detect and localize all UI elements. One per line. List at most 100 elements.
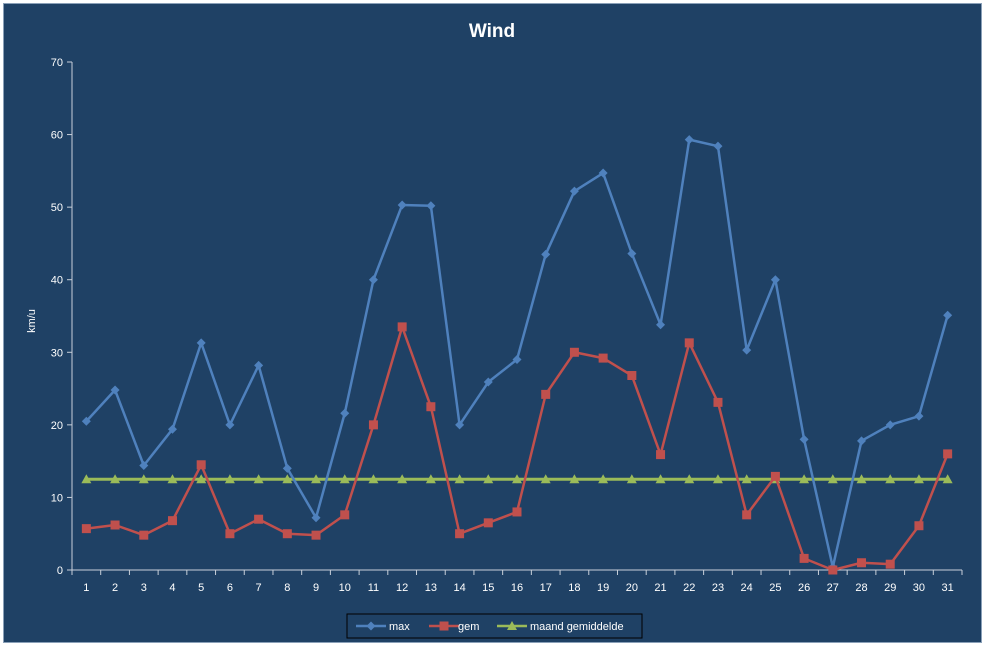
data-point-max — [368, 275, 378, 285]
data-point-maand-gemiddelde — [110, 474, 121, 484]
data-point-gem — [828, 565, 838, 575]
data-point-maand-gemiddelde — [712, 474, 723, 484]
data-point-maand-gemiddelde — [483, 474, 494, 484]
data-point-maand-gemiddelde — [885, 474, 896, 484]
data-point-gem — [943, 449, 953, 459]
data-point-gem — [799, 553, 809, 563]
data-point-max — [799, 434, 809, 444]
x-tick-label: 5 — [198, 582, 204, 594]
y-tick-label: 40 — [51, 275, 63, 287]
x-tick-label: 24 — [741, 582, 753, 594]
x-tick-label: 23 — [712, 582, 724, 594]
data-point-maand-gemiddelde — [167, 474, 178, 484]
data-point-gem — [340, 510, 350, 520]
x-tick-label: 21 — [654, 582, 666, 594]
data-point-gem — [598, 353, 608, 363]
data-point-maand-gemiddelde — [425, 474, 436, 484]
data-point-max — [110, 385, 120, 395]
data-point-max — [857, 436, 867, 446]
data-point-gem — [368, 420, 378, 430]
data-point-maand-gemiddelde — [741, 474, 752, 484]
data-point-maand-gemiddelde — [827, 474, 838, 484]
data-point-gem — [426, 402, 436, 412]
data-point-max — [569, 186, 579, 196]
data-point-maand-gemiddelde — [81, 474, 92, 484]
x-tick-label: 1 — [83, 582, 89, 594]
y-tick-label: 20 — [51, 420, 63, 432]
data-point-gem — [282, 529, 292, 539]
data-point-max — [713, 141, 723, 151]
data-point-maand-gemiddelde — [454, 474, 465, 484]
x-tick-label: 30 — [913, 582, 925, 594]
y-tick-label: 70 — [51, 57, 63, 69]
data-point-max — [598, 168, 608, 178]
data-point-max — [483, 377, 493, 387]
data-point-maand-gemiddelde — [196, 474, 207, 484]
data-point-maand-gemiddelde — [512, 474, 522, 484]
data-point-max — [684, 135, 694, 145]
x-tick-label: 2 — [112, 582, 118, 594]
data-point-gem — [857, 558, 867, 568]
data-point-max — [656, 320, 666, 330]
data-point-maand-gemiddelde — [913, 474, 924, 484]
data-point-max — [139, 460, 149, 470]
data-point-gem — [110, 520, 120, 530]
x-tick-label: 4 — [169, 582, 175, 594]
data-point-maand-gemiddelde — [856, 474, 867, 484]
x-tick-label: 15 — [482, 582, 494, 594]
legend-label-gem: gem — [458, 621, 479, 633]
data-point-max — [81, 416, 91, 426]
x-tick-label: 20 — [626, 582, 638, 594]
data-point-max — [541, 249, 551, 259]
data-point-gem — [713, 397, 723, 407]
data-point-gem — [139, 530, 149, 540]
data-point-max — [340, 408, 350, 418]
x-tick-label: 18 — [568, 582, 580, 594]
data-point-gem — [770, 471, 780, 481]
x-tick-label: 31 — [942, 582, 954, 594]
plot-area — [81, 135, 953, 575]
x-tick-label: 27 — [827, 582, 839, 594]
data-point-max — [512, 355, 522, 365]
data-point-maand-gemiddelde — [540, 474, 551, 484]
data-point-max — [397, 200, 407, 210]
data-point-max — [426, 201, 436, 211]
data-point-gem — [627, 371, 637, 381]
data-point-max — [885, 420, 895, 430]
legend-label-max: max — [389, 621, 410, 633]
y-tick-label: 30 — [51, 347, 63, 359]
legend-box — [346, 613, 643, 639]
data-point-max — [914, 411, 924, 421]
data-point-max — [742, 345, 752, 355]
data-point-max — [254, 360, 264, 370]
x-tick-label: 29 — [884, 582, 896, 594]
data-point-max — [311, 513, 321, 523]
legend: max gem maand gemiddelde — [346, 613, 643, 639]
data-point-max — [770, 275, 780, 285]
legend-label-maand-gemiddelde: maand gemiddelde — [530, 621, 624, 633]
data-point-maand-gemiddelde — [397, 474, 408, 484]
x-tick-label: 14 — [453, 582, 465, 594]
data-point-maand-gemiddelde — [339, 474, 350, 484]
legend-marker-max — [366, 621, 376, 631]
data-point-maand-gemiddelde — [138, 474, 149, 484]
data-point-gem — [914, 521, 924, 531]
data-point-maand-gemiddelde — [598, 474, 609, 484]
x-tick-label: 13 — [425, 582, 437, 594]
data-point-gem — [512, 507, 522, 517]
data-point-gem — [167, 516, 177, 526]
x-tick-label: 26 — [798, 582, 810, 594]
y-tick-label: 0 — [57, 565, 63, 577]
legend-marker-maand-gemiddelde — [507, 621, 517, 630]
data-point-gem — [81, 524, 91, 534]
series-maand-gemiddelde — [81, 474, 953, 484]
x-tick-label: 7 — [256, 582, 262, 594]
data-point-maand-gemiddelde — [569, 474, 580, 484]
series-max — [81, 135, 953, 572]
data-point-max — [167, 424, 177, 434]
x-tick-label: 8 — [284, 582, 290, 594]
x-tick-label: 17 — [540, 582, 552, 594]
x-tick-label: 12 — [396, 582, 408, 594]
